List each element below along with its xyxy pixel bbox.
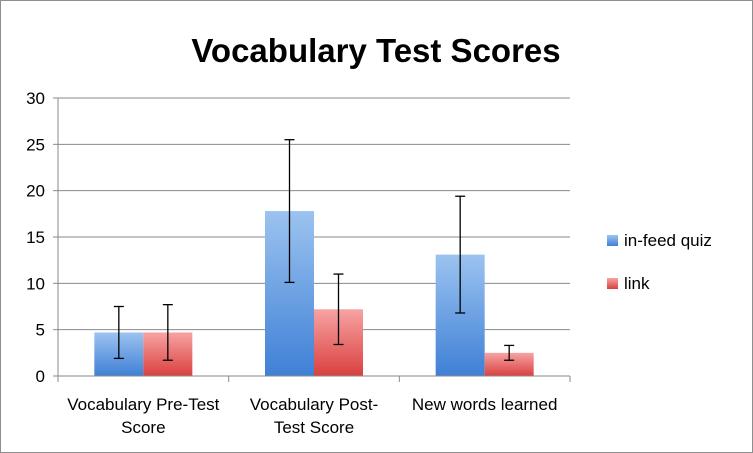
y-tick-label: 10 <box>26 274 45 293</box>
legend-swatch <box>607 235 618 246</box>
legend-label: link <box>624 274 650 293</box>
category-label: New words learned <box>412 395 558 414</box>
category-label: Test Score <box>274 418 354 437</box>
bar <box>484 352 534 376</box>
y-axis-ticks: 0 5 10 15 20 25 30 <box>26 89 58 386</box>
chart-title: Vocabulary Test Scores <box>191 32 560 69</box>
legend-swatch <box>607 278 618 289</box>
y-tick-label: 15 <box>26 228 45 247</box>
y-tick-label: 20 <box>26 182 45 201</box>
category-label: Vocabulary Pre-Test <box>67 395 219 414</box>
y-tick-label: 0 <box>36 367 45 386</box>
error-bars <box>113 139 515 361</box>
y-tick-label: 30 <box>26 89 45 108</box>
y-tick-label: 5 <box>36 321 45 340</box>
category-label: Vocabulary Post- <box>250 395 379 414</box>
x-axis-categories: Vocabulary Pre-Test Score Vocabulary Post-… <box>67 395 557 437</box>
bars <box>94 211 534 376</box>
legend: in-feed quiz link <box>607 231 712 293</box>
category-label: Score <box>121 418 165 437</box>
y-tick-label: 25 <box>26 135 45 154</box>
legend-label: in-feed quiz <box>624 231 712 250</box>
axes <box>57 98 571 382</box>
